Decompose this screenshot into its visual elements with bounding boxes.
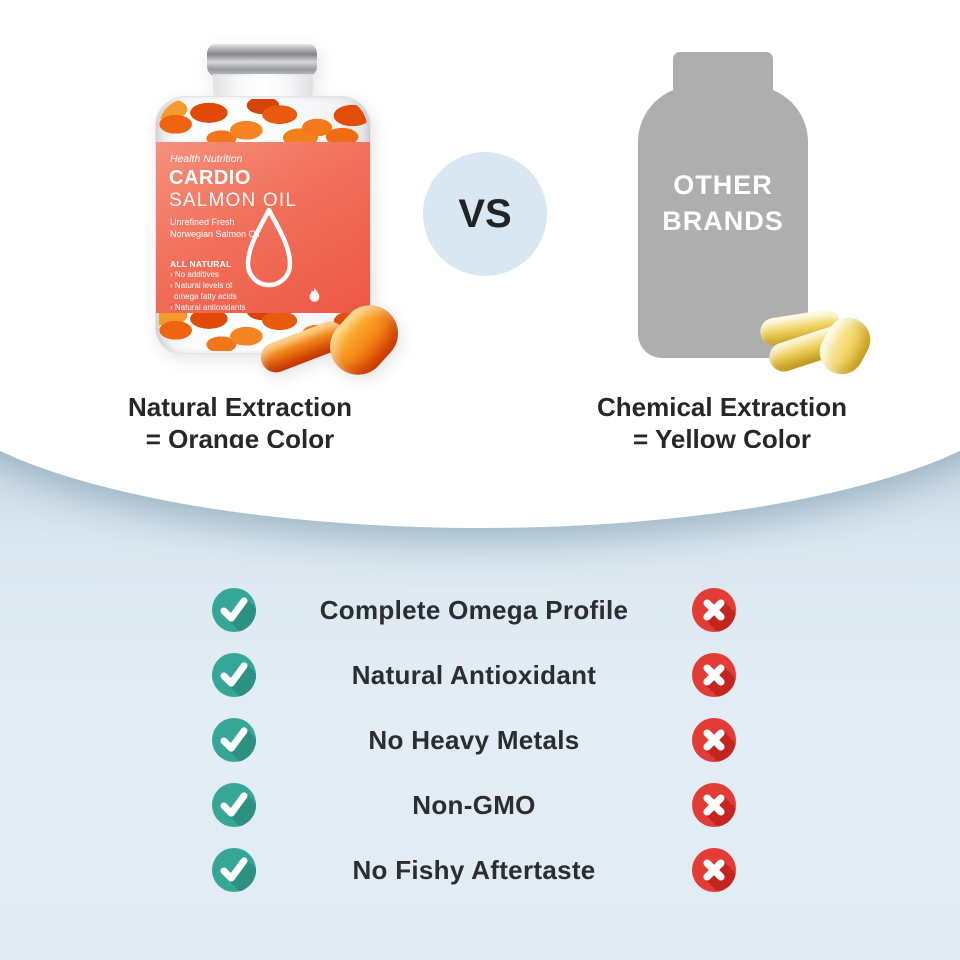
checklist-label: No Fishy Aftertaste (352, 854, 596, 885)
label-feature-item: › Natural antioxidants (170, 303, 246, 313)
label-title-line2: SALMON OIL (169, 190, 298, 211)
label-feature-item: › No additives (170, 270, 219, 279)
other-brands-text: OTHER BRANDS (638, 86, 808, 239)
right-caption: Chemical Extraction = Yellow Color (560, 392, 884, 455)
other-brands-bottle: OTHER BRANDS (638, 52, 879, 382)
label-feature-heading: ALL NATURAL (170, 259, 232, 269)
checklist-label: Complete Omega Profile (319, 594, 629, 625)
check-icon (212, 653, 256, 697)
label-feature-list: ALL NATURAL › No additives › Natural lev… (170, 259, 256, 314)
bottle-cap (207, 44, 317, 76)
label-subtitle-line2: Norwegian Salmon Oil (170, 229, 260, 239)
product-label: Health Nutrition CARDIO SALMON OIL Unref… (156, 142, 370, 314)
vs-label: VS (458, 191, 512, 236)
label-title-line1: CARDIO (169, 167, 251, 189)
other-brands-line2: BRANDS (662, 205, 784, 236)
check-icon (212, 848, 256, 892)
right-caption-line1: Chemical Extraction (597, 392, 847, 422)
brand-logo-flame-icon (308, 286, 321, 303)
gray-bottle-neck (673, 52, 773, 92)
vs-badge: VS (423, 152, 547, 276)
cross-icon (692, 588, 736, 632)
cross-icon (692, 653, 736, 697)
gray-bottle-body: OTHER BRANDS (638, 86, 808, 358)
checklist-row: Non-GMO (212, 783, 736, 827)
cross-icon (692, 718, 736, 762)
checklist-section: Complete Omega Profile Natural Antioxida… (0, 448, 960, 960)
check-icon (212, 783, 256, 827)
check-icon (212, 718, 256, 762)
check-icon (212, 588, 256, 632)
checklist-row: Natural Antioxidant (212, 653, 736, 697)
checklist-label: No Heavy Metals (368, 724, 580, 755)
orange-capsules-top (159, 99, 367, 145)
checklist-label: Natural Antioxidant (351, 659, 597, 690)
our-product-bottle: Health Nutrition CARDIO SALMON OIL Unref… (155, 44, 410, 387)
label-brand-line: Health Nutrition (170, 153, 243, 165)
checklist-label: Non-GMO (412, 789, 536, 820)
left-caption: Natural Extraction = Orange Color (78, 392, 402, 455)
checklist-row: No Heavy Metals (212, 718, 736, 762)
other-brands-line1: OTHER (673, 170, 773, 200)
label-subtitle-line1: Unrefined Fresh (170, 217, 235, 227)
cross-icon (692, 783, 736, 827)
checklist-row: Complete Omega Profile (212, 588, 736, 632)
bottle-body: Health Nutrition CARDIO SALMON OIL Unref… (155, 96, 371, 354)
comparison-section: Health Nutrition CARDIO SALMON OIL Unref… (0, 0, 960, 454)
checklist-row: No Fishy Aftertaste (212, 848, 736, 892)
checklist-rows: Complete Omega Profile Natural Antioxida… (212, 588, 736, 892)
label-feature-item: › Natural levels of omega fatty acids (170, 281, 237, 301)
left-caption-line1: Natural Extraction (128, 392, 352, 422)
cross-icon (692, 848, 736, 892)
